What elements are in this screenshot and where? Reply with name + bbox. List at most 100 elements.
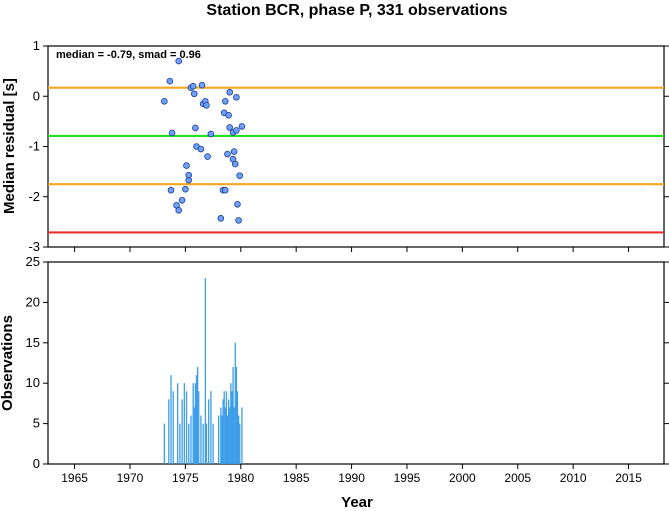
residual-point [235,217,242,224]
observation-bar [230,383,232,464]
observation-bar [163,423,166,464]
observation-bar [218,415,220,464]
residual-point [224,150,231,158]
residual-point [233,93,240,101]
observation-bar [190,415,192,464]
chart-title: Station BCR, phase P, 331 observations [206,2,507,19]
observation-bar [224,407,226,464]
y-tick-label: 5 [33,416,40,431]
observation-bar [237,415,240,464]
observation-bar [227,399,230,464]
residual-point [161,97,168,105]
observation-bar [233,407,235,464]
x-axis-label: Year [341,494,373,511]
observation-bar [168,399,170,464]
y-tick-label: 0 [33,88,40,103]
residual-point [167,186,175,194]
residual-point [225,112,232,119]
residual-points [161,57,246,224]
residual-point [178,196,186,204]
x-tick-label: 1965 [61,471,88,485]
residual-point [238,123,246,130]
x-tick-label: 1995 [394,471,421,485]
observation-bar [194,383,197,464]
x-tick-label: 1970 [117,471,144,485]
observation-bar [183,383,185,464]
residual-point [234,200,241,208]
residual-point [175,207,183,214]
x-tick-label: 2010 [560,471,587,485]
residual-point [198,81,206,89]
x-tick-label: 1980 [227,471,254,485]
observation-bar [205,423,208,464]
observation-bar [177,383,179,464]
x-tick-label: 1985 [283,471,310,485]
observations-y-axis-label: Observations [0,315,16,411]
observation-bar [188,423,190,464]
observations-y-ticks: 25 20 15 10 5 0 [26,254,669,471]
residual-point [183,162,190,169]
observation-bar [198,391,200,464]
x-tick-label: 2000 [449,471,476,485]
observation-bar [210,391,212,464]
residual-point [226,88,233,96]
residual-point [233,127,240,134]
observation-bar [221,415,223,464]
observation-bar [192,383,194,464]
observation-bar [170,375,172,464]
x-tick-label: 1975 [172,471,199,485]
observation-bar [223,391,225,464]
y-tick-label: 0 [33,456,40,471]
observation-bar [232,367,234,464]
residual-point [230,148,238,155]
observation-bar [179,423,181,464]
residual-point [166,77,174,85]
residual-y-ticks: 1 0 -1 -2 -3 [28,38,669,254]
observation-bar [200,415,202,464]
observation-bar [212,423,214,464]
observation-bar [239,423,241,464]
residual-point [175,57,183,65]
observation-bar [172,391,174,464]
observations-plot-frame [47,261,665,465]
residual-point [217,215,225,222]
residual-point [221,186,229,194]
observation-bar [226,415,229,464]
x-tick-label: 2015 [615,471,642,485]
year-x-ticks: 1965 1970 1975 1980 1985 1990 1995 2000 2005 2010… [61,464,642,485]
residual-point [197,145,205,153]
y-tick-label: -2 [28,189,40,204]
residual-point [189,82,197,90]
reference-lines [48,86,664,234]
y-tick-label: 25 [26,254,40,269]
observation-bar [235,367,238,464]
observation-bar [196,367,199,464]
observation-bar [222,399,224,464]
residual-point [236,172,243,179]
observation-bars [163,278,243,464]
observation-bar [225,391,228,464]
residual-point [185,171,193,179]
observation-bar [234,342,236,464]
observation-bar [195,375,198,464]
residual-point [182,185,189,193]
stats-annotation: median = -0.79, smad = 0.96 [56,49,201,61]
residual-point [204,153,211,160]
observation-bar [229,407,231,464]
residual-y-axis-label: Median residual [s] [1,78,18,214]
observation-bar [241,407,243,464]
residual-point [226,124,233,131]
residual-panel: 1 0 -1 -2 -3 median = -0.79, smad = 0.96 Med… [1,38,669,254]
residual-point [192,124,199,132]
residual-point [203,101,210,109]
observation-bar [202,423,204,464]
observation-bar [193,407,195,464]
observation-bar [204,278,207,464]
residual-point [207,130,215,138]
observation-bar [208,399,210,464]
y-tick-label: 1 [33,38,40,53]
y-tick-label: 15 [26,335,40,350]
x-tick-label: 1990 [338,471,365,485]
